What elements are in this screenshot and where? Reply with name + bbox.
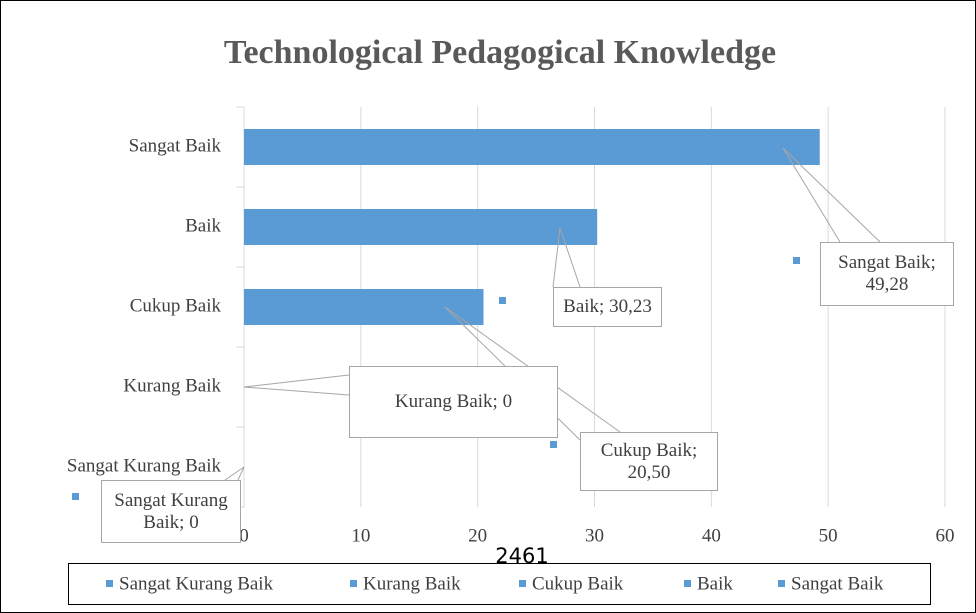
bar <box>244 209 598 245</box>
label-key <box>550 441 557 448</box>
leader-line <box>782 147 841 243</box>
leader-line <box>243 374 350 388</box>
bar <box>244 289 484 325</box>
legend-label: Kurang Baik <box>363 573 461 594</box>
legend-key <box>350 580 357 587</box>
chart-title: Technological Pedagogical Knowledge <box>224 34 776 71</box>
leader-line <box>552 227 561 288</box>
annotation: 2461 <box>495 544 548 568</box>
x-tick-label: 30 <box>585 525 604 546</box>
x-tick-label: 0 <box>239 525 249 546</box>
x-tick-label: 20 <box>468 525 487 546</box>
leader-line <box>782 147 881 243</box>
x-tick-label: 60 <box>936 525 955 546</box>
x-tick-label: 40 <box>702 525 721 546</box>
data-label: Cukup Baik; 20,50 <box>580 432 718 491</box>
y-tick-label: Sangat Kurang Baik <box>67 455 222 476</box>
bar <box>244 129 820 165</box>
label-key <box>72 493 79 500</box>
y-tick-label: Kurang Baik <box>123 375 221 396</box>
legend-label: Baik <box>697 573 733 594</box>
legend-label: Cukup Baik <box>532 573 624 594</box>
leader-line <box>237 466 245 481</box>
label-key <box>499 297 506 304</box>
y-tick-label: Cukup Baik <box>130 295 222 316</box>
label-key <box>793 257 800 264</box>
x-tick-label: 10 <box>351 525 370 546</box>
legend-key <box>778 580 785 587</box>
legend-label: Sangat Baik <box>791 573 884 594</box>
leader-line <box>559 227 581 288</box>
data-label: Sangat Baik; 49,28 <box>820 242 954 306</box>
data-label: Baik; 30,23 <box>553 287 662 327</box>
legend-key <box>684 580 691 587</box>
data-label: Kurang Baik; 0 <box>349 366 558 438</box>
legend-box <box>68 563 931 605</box>
y-tick-label: Baik <box>185 215 221 236</box>
legend-key <box>106 580 113 587</box>
leader-line <box>243 386 350 396</box>
legend-key <box>519 580 526 587</box>
data-label: Sangat Kurang Baik; 0 <box>101 480 241 543</box>
y-tick-label: Sangat Baik <box>129 135 222 156</box>
leader-line <box>224 466 245 481</box>
x-tick-label: 50 <box>819 525 838 546</box>
legend-label: Sangat Kurang Baik <box>119 573 274 594</box>
